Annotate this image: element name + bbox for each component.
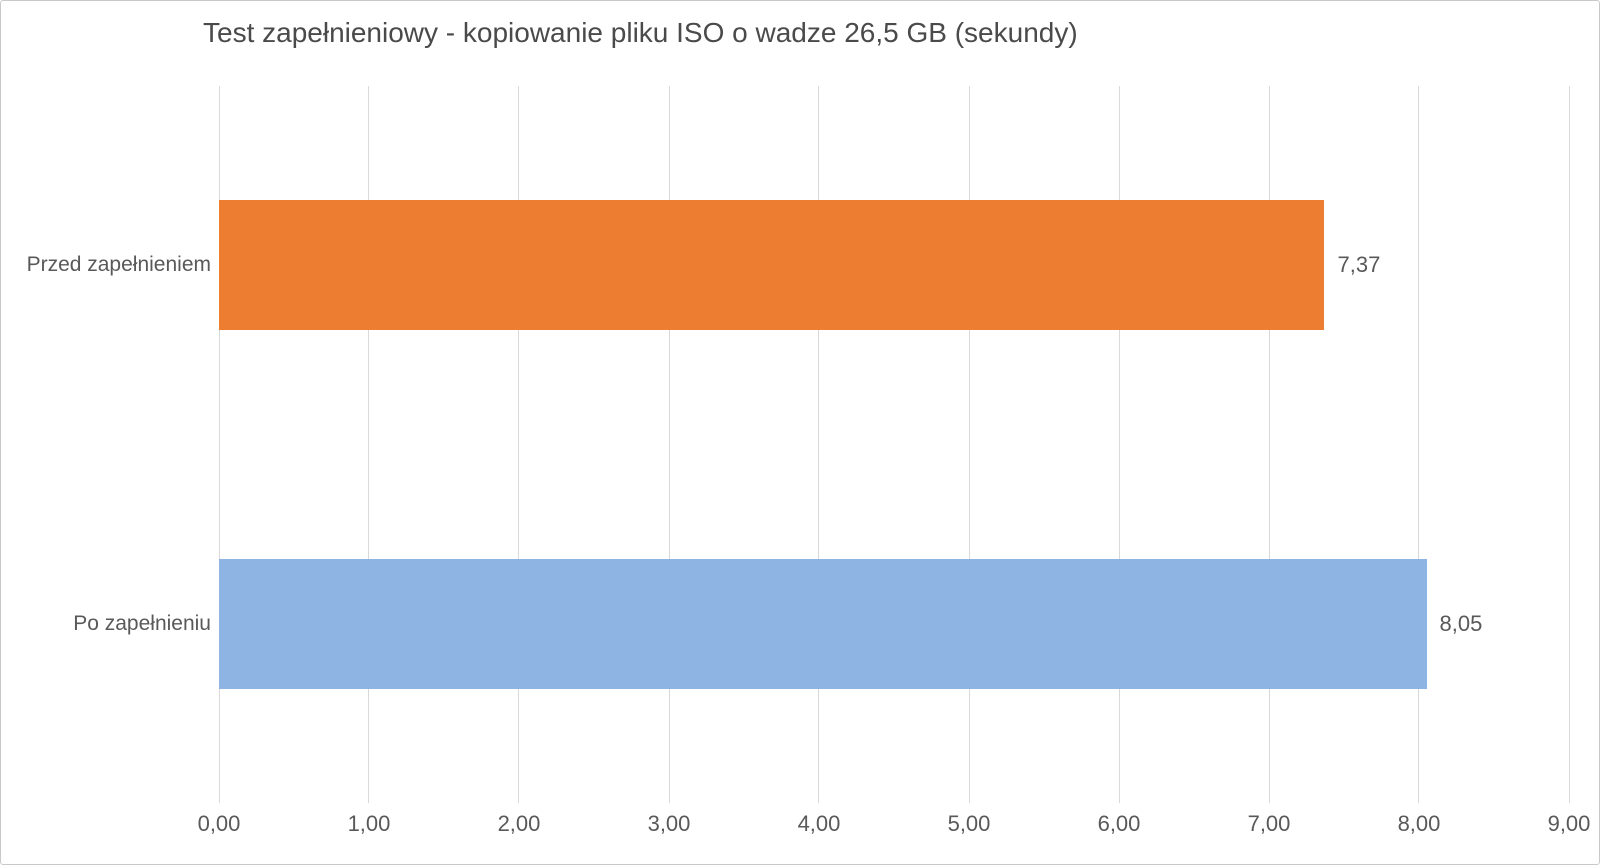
x-tick-label: 1,00: [347, 811, 391, 836]
x-tick-label: 2,00: [497, 811, 541, 836]
x-tick-label: 7,00: [1247, 811, 1291, 836]
gridline: [1118, 86, 1120, 803]
x-tick-label: 3,00: [647, 811, 691, 836]
bar-1: [219, 200, 1325, 331]
x-tick-label: 8,00: [1397, 811, 1441, 836]
chart-title: Test zapełnieniowy - kopiowanie pliku IS…: [203, 17, 1078, 48]
bar-value-label: 7,37: [1337, 252, 1381, 278]
x-tick-label: 5,00: [947, 811, 991, 836]
category-label: Po zapełnieniu: [73, 611, 211, 635]
x-axis: 0,00 1,00 2,00 3,00 4,00 5,00 6,00 7,00 8,00 9,00: [198, 811, 1591, 843]
gridline: [968, 86, 970, 803]
gridline: [518, 86, 520, 803]
gridline: [818, 86, 820, 803]
x-tick-label: 9,00: [1547, 811, 1591, 836]
gridline: [218, 86, 220, 803]
gridline: [1268, 86, 1270, 803]
gridline: [1568, 86, 1570, 803]
gridline: [668, 86, 670, 803]
bar-2: [219, 558, 1427, 689]
x-tick-label: 6,00: [1097, 811, 1141, 836]
category-label: Przed zapełnieniem: [26, 253, 211, 277]
gridline: [1418, 86, 1420, 803]
plot-area: 7,37 8,05: [218, 86, 1570, 804]
x-tick-label: 4,00: [797, 811, 841, 836]
x-tick-label: 0,00: [197, 811, 241, 836]
bar-row: 8,05: [219, 445, 1569, 804]
y-axis: Przed zapełnieniem Po zapełnieniu: [1, 86, 211, 803]
gridline: [368, 86, 370, 803]
bar-row: 7,37: [219, 86, 1569, 445]
bar-value-label: 8,05: [1439, 610, 1483, 636]
